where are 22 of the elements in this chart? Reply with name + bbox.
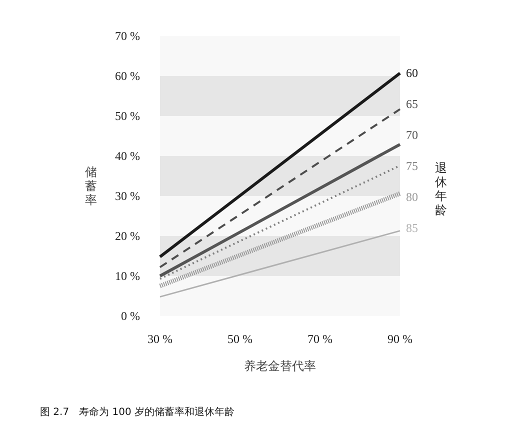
legend-title: 退休年龄 (435, 161, 447, 217)
series-label: 80 (406, 190, 418, 204)
y-axis-title: 储蓄率 (85, 165, 97, 207)
y-tick-label: 40 % (115, 149, 140, 163)
y-tick-label: 10 % (115, 269, 140, 283)
x-tick-label: 90 % (388, 332, 412, 346)
x-axis-title: 养老金替代率 (244, 359, 316, 373)
x-tick-label: 30 % (148, 332, 172, 346)
series-label: 65 (406, 97, 418, 112)
y-tick-label: 30 % (115, 189, 140, 203)
y-tick-label: 50 % (115, 109, 140, 123)
series-label: 70 (406, 128, 418, 142)
y-tick-label: 70 % (115, 29, 140, 43)
y-tick-label: 0 % (121, 309, 140, 323)
x-tick-label: 70 % (308, 332, 332, 346)
caption: 图 2.7 寿命为 100 岁的储蓄率和退休年龄 (40, 406, 235, 418)
y-tick-label: 60 % (115, 69, 140, 83)
y-tick-label: 20 % (115, 229, 140, 243)
series-label: 60 (406, 66, 418, 80)
series-label: 85 (406, 221, 418, 236)
series-label: 75 (406, 159, 418, 174)
x-tick-label: 50 % (228, 332, 252, 346)
